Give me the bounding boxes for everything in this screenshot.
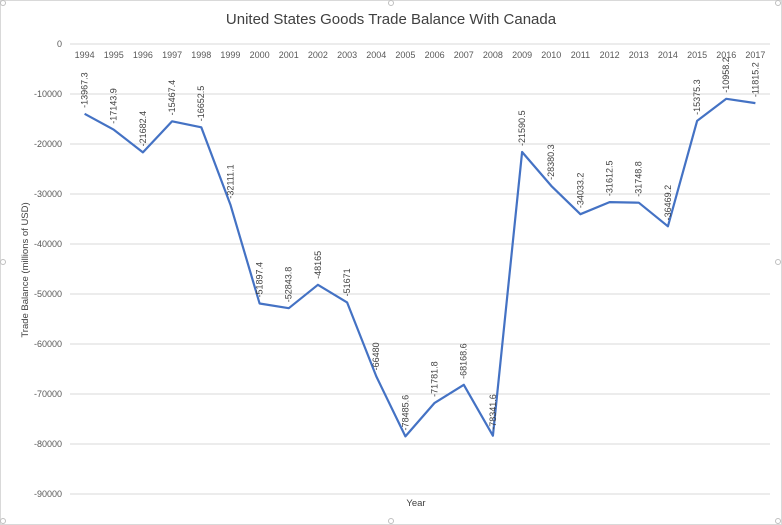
- data-label: -11815.2: [750, 62, 760, 97]
- data-label: -68168.6: [459, 343, 469, 379]
- resize-handle[interactable]: [388, 0, 394, 6]
- y-tick-label: -50000: [34, 289, 62, 299]
- x-tick-label: 2008: [483, 50, 503, 60]
- data-label: -31748.8: [634, 161, 644, 197]
- data-label: -66480: [371, 342, 381, 370]
- x-tick-label: 2005: [395, 50, 415, 60]
- data-label: -51897.4: [255, 262, 265, 298]
- data-label: -78485.6: [400, 395, 410, 431]
- data-label: -71781.8: [430, 361, 440, 397]
- x-tick-label: 2015: [687, 50, 707, 60]
- x-tick-label: 2002: [308, 50, 328, 60]
- chart-title: United States Goods Trade Balance With C…: [226, 11, 557, 28]
- x-tick-label: 1998: [191, 50, 211, 60]
- data-label: -78341.6: [488, 394, 498, 430]
- x-tick-label: 1995: [104, 50, 124, 60]
- x-axis-label: Year: [406, 498, 425, 509]
- y-tick-label: -40000: [34, 239, 62, 249]
- y-tick-label: 0: [57, 39, 62, 49]
- y-tick-label: -90000: [34, 489, 62, 499]
- resize-handle[interactable]: [0, 518, 6, 524]
- data-label: -31612.5: [605, 161, 615, 197]
- data-label: -34033.2: [575, 173, 585, 209]
- data-label: -28380.3: [546, 144, 556, 180]
- data-label: -21682.4: [138, 111, 148, 147]
- x-tick-label: 1994: [75, 50, 95, 60]
- data-labels: -13967.3 -17143.9 -21682.4 -15467.4 -16652.5…: [80, 57, 761, 430]
- gridlines: [70, 43, 770, 495]
- x-tick-label: 2004: [366, 50, 386, 60]
- x-tick-label: 1997: [162, 50, 182, 60]
- y-tick-label: -30000: [34, 189, 62, 199]
- x-tick-label: 2006: [425, 50, 445, 60]
- y-axis-label: Trade Balance (millions of USD): [20, 202, 31, 337]
- x-tick-label: 2010: [541, 50, 561, 60]
- x-tick-label: 2017: [745, 50, 765, 60]
- data-label: -52843.8: [284, 267, 294, 303]
- y-tick-label: -10000: [34, 89, 62, 99]
- series-line: [84, 97, 756, 438]
- data-label: -15375.3: [692, 79, 702, 115]
- data-label: -48165: [313, 251, 323, 279]
- data-label: -21590.5: [517, 110, 527, 146]
- data-label: -10958.2: [721, 57, 731, 93]
- x-tick-label: 2000: [250, 50, 270, 60]
- resize-handle[interactable]: [775, 518, 781, 524]
- x-tick-label: 2003: [337, 50, 357, 60]
- data-label: -15467.4: [167, 80, 177, 116]
- resize-handle[interactable]: [775, 259, 781, 265]
- x-tick-label: 2013: [629, 50, 649, 60]
- x-tick-label: 2014: [658, 50, 678, 60]
- y-tick-label: -70000: [34, 389, 62, 399]
- x-tick-label: 1999: [220, 50, 240, 60]
- resize-handle[interactable]: [0, 0, 6, 6]
- data-label: -17143.9: [109, 88, 119, 124]
- data-label: -51671: [342, 268, 352, 296]
- x-tick-label: 2001: [279, 50, 299, 60]
- data-label: -36469.2: [663, 185, 673, 221]
- x-tick-label: 2016: [716, 50, 736, 60]
- y-tick-label: -20000: [34, 139, 62, 149]
- resize-handle[interactable]: [0, 259, 6, 265]
- x-tick-label: 2012: [600, 50, 620, 60]
- x-axis-ticks: 1994 1995 1996 1997 1998 1999 2000 2001 2002 2003…: [75, 50, 766, 60]
- x-tick-label: 2009: [512, 50, 532, 60]
- data-label: -16652.5: [196, 86, 206, 122]
- x-tick-label: 2007: [454, 50, 474, 60]
- y-axis-ticks: 0 -10000 -20000 -30000 -40000 -50000 -60000 -70…: [34, 39, 62, 499]
- data-label: -13967.3: [80, 72, 90, 108]
- resize-handle[interactable]: [775, 0, 781, 6]
- resize-handle[interactable]: [388, 518, 394, 524]
- x-tick-label: 2011: [571, 50, 590, 60]
- y-tick-label: -80000: [34, 439, 62, 449]
- x-tick-label: 1996: [133, 50, 153, 60]
- data-label: -32111.1: [225, 164, 235, 198]
- y-tick-label: -60000: [34, 339, 62, 349]
